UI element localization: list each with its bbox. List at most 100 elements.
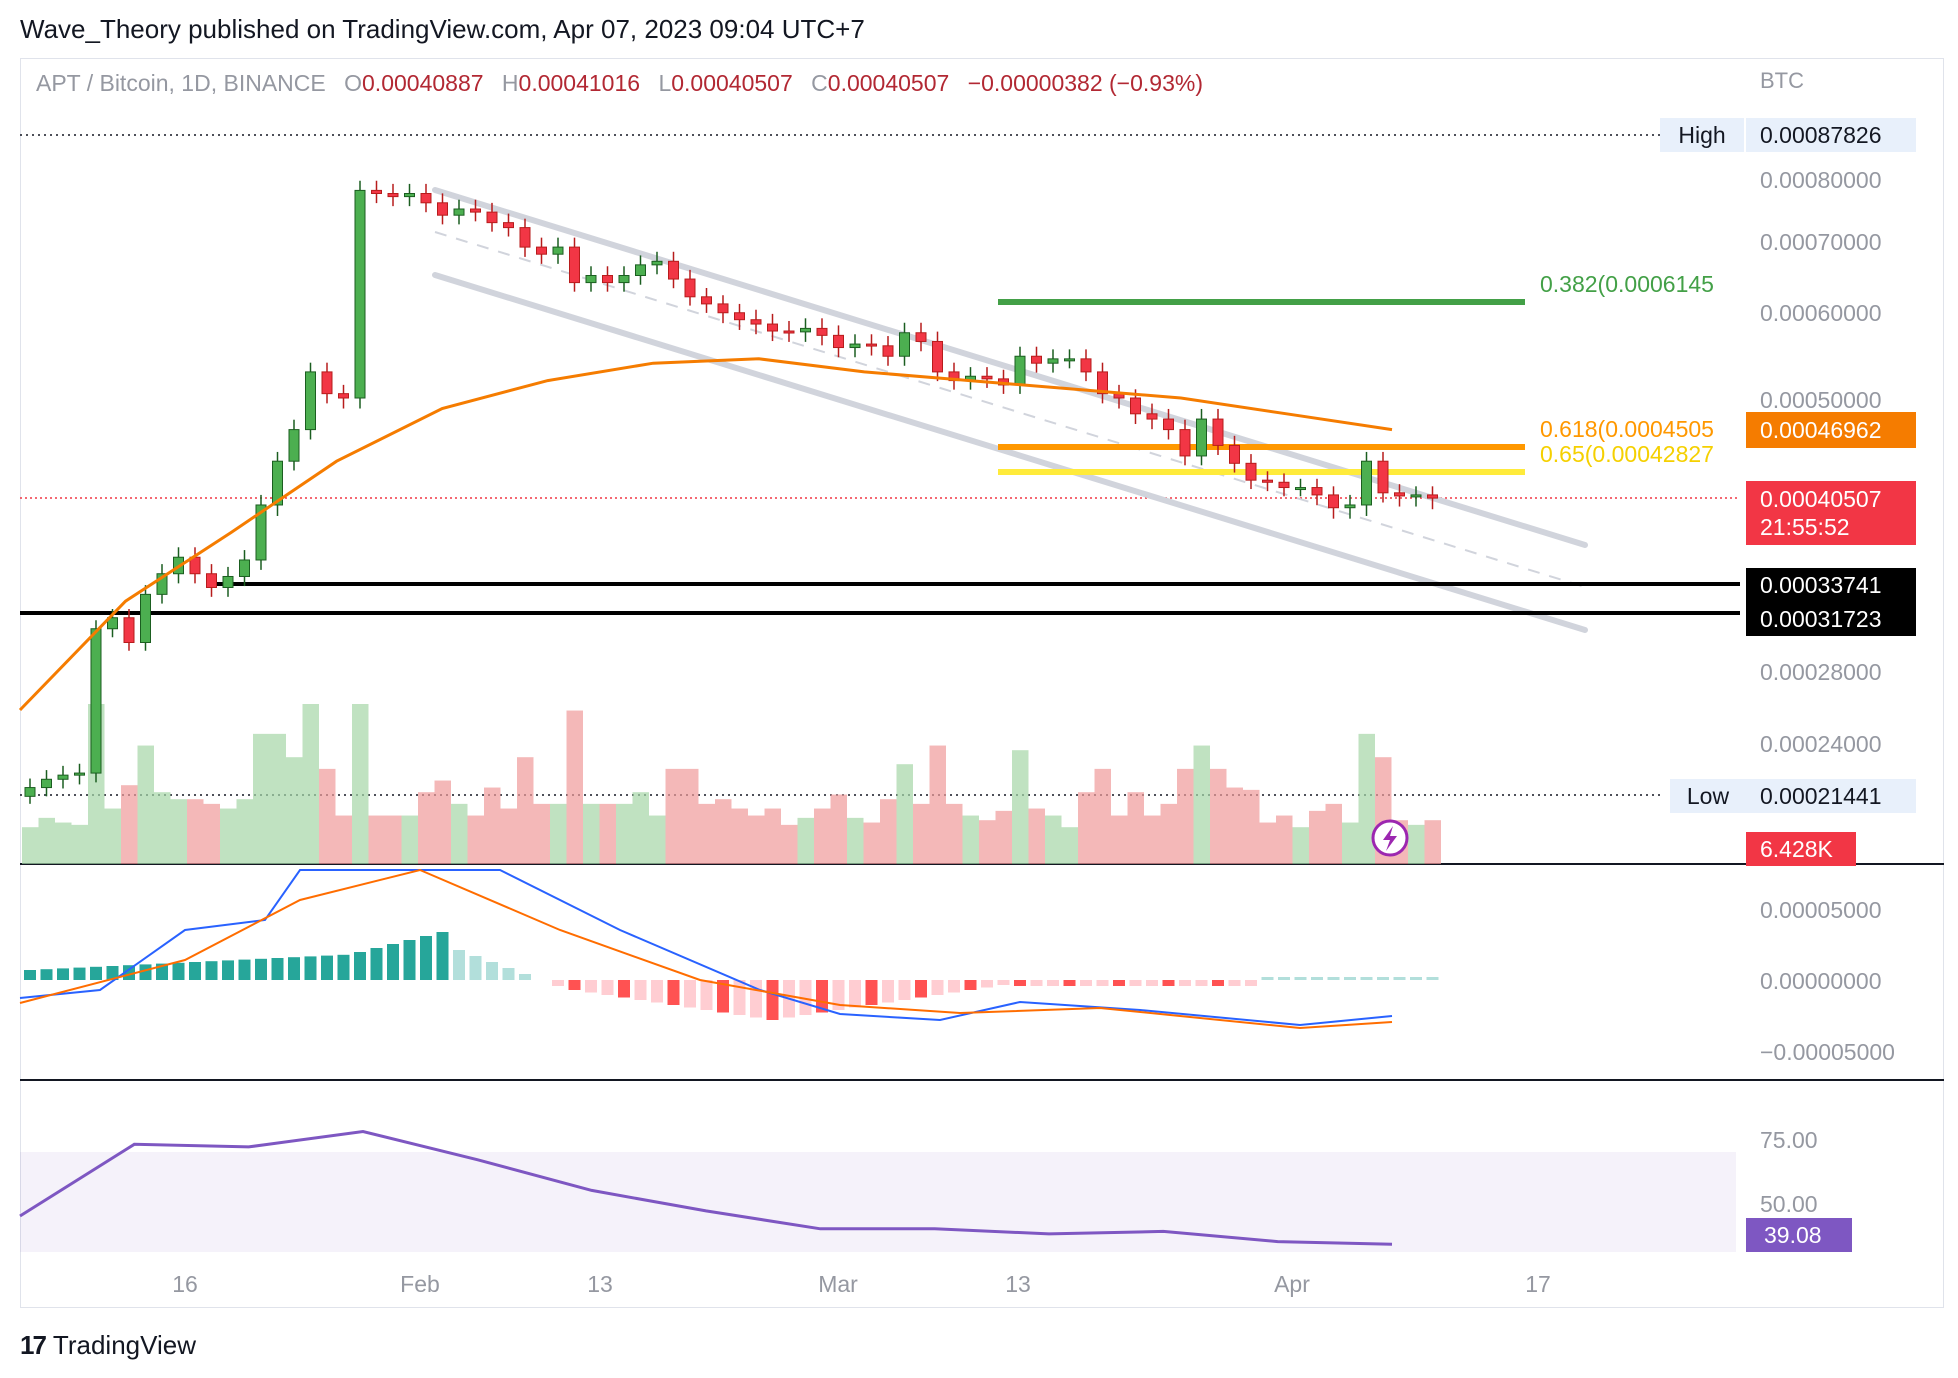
countdown-value: 21:55:52 bbox=[1760, 514, 1850, 540]
low-value: 0.00021441 bbox=[1760, 783, 1882, 809]
low-value: 0.00040507 bbox=[671, 70, 793, 96]
candle-body bbox=[1394, 492, 1405, 497]
macd-bar bbox=[139, 964, 152, 980]
candle-body bbox=[1410, 494, 1422, 498]
candle-body bbox=[74, 772, 85, 776]
volume-bar bbox=[385, 815, 402, 864]
channel-lower[interactable] bbox=[432, 272, 1588, 633]
macd-bar bbox=[1377, 977, 1389, 980]
macd-bar bbox=[898, 980, 911, 1000]
volume-tag-bg bbox=[1746, 832, 1856, 866]
candle-body bbox=[932, 340, 943, 373]
rsi-tick-75: 75.00 bbox=[1760, 1127, 1818, 1153]
macd-bar bbox=[766, 980, 779, 1020]
macd-bar bbox=[189, 962, 201, 980]
change-value: −0.00000382 (−0.93%) bbox=[967, 70, 1203, 96]
footer-brand[interactable]: 17 TradingView bbox=[20, 1330, 196, 1361]
candle-body bbox=[602, 275, 613, 284]
macd-bar bbox=[568, 980, 581, 990]
macd-bar bbox=[1245, 980, 1257, 986]
macd-bar bbox=[1146, 980, 1158, 986]
volume-bar bbox=[418, 792, 435, 864]
volume-bar bbox=[154, 792, 171, 864]
volume-value: 6.428K bbox=[1760, 836, 1834, 862]
macd-bar bbox=[849, 980, 861, 1008]
volume-bar bbox=[500, 808, 517, 864]
volume-bar bbox=[649, 815, 666, 864]
volume-bar bbox=[22, 827, 39, 864]
volume-bar bbox=[1358, 733, 1375, 864]
macd-bar bbox=[469, 956, 482, 980]
candle-body bbox=[272, 460, 283, 506]
candle-body bbox=[453, 208, 465, 216]
footer-brand-text: TradingView bbox=[52, 1330, 196, 1360]
volume-bar bbox=[1012, 750, 1029, 864]
price-tick-60: 0.00060000 bbox=[1760, 300, 1882, 326]
high-tag-label: High bbox=[1678, 122, 1725, 148]
macd-bar bbox=[486, 962, 498, 980]
candle-body bbox=[140, 593, 151, 643]
volume-bar bbox=[1292, 827, 1309, 864]
macd-bar bbox=[24, 970, 36, 980]
candle-body bbox=[1080, 358, 1092, 373]
candle-body bbox=[486, 211, 498, 224]
volume-bar bbox=[302, 704, 319, 864]
time-label-13a: 13 bbox=[587, 1271, 613, 1297]
price-tick-80: 0.00080000 bbox=[1760, 167, 1882, 193]
macd-bar bbox=[585, 980, 597, 993]
macd-bar bbox=[1179, 980, 1191, 986]
candle-body bbox=[866, 343, 877, 347]
macd-bar bbox=[90, 966, 102, 980]
publisher-caption: Wave_Theory published on TradingView.com… bbox=[20, 14, 865, 44]
macd-bar bbox=[1327, 977, 1340, 980]
macd-bar bbox=[1294, 977, 1307, 980]
candle-body bbox=[24, 787, 36, 797]
close-value: 0.00040507 bbox=[827, 70, 950, 96]
low-tag-bg bbox=[1670, 779, 1746, 813]
macd-line bbox=[19, 869, 1393, 1027]
candle-body bbox=[717, 303, 729, 314]
volume-bar bbox=[1226, 787, 1243, 864]
volume-bar bbox=[269, 733, 286, 864]
candle-body bbox=[569, 246, 580, 284]
macd-bar bbox=[634, 980, 647, 1000]
volume-bar bbox=[1342, 822, 1359, 864]
macd-bar bbox=[370, 948, 383, 980]
support2-tag-bg bbox=[1746, 602, 1916, 636]
bolt-icon[interactable] bbox=[1371, 819, 1409, 857]
macd-bar bbox=[1426, 977, 1439, 980]
candle-body bbox=[552, 246, 564, 255]
rsi-band bbox=[20, 1152, 1736, 1252]
candle-body bbox=[255, 504, 267, 561]
candle-body bbox=[354, 189, 366, 399]
tradingview-logo-icon: 17 bbox=[20, 1330, 47, 1360]
time-label-16: 16 bbox=[172, 1271, 198, 1297]
macd-bar bbox=[717, 980, 729, 1013]
volume-bar bbox=[71, 824, 88, 864]
candle-body bbox=[1163, 418, 1174, 431]
low-tag-label: Low bbox=[1687, 783, 1730, 809]
macd-bar bbox=[519, 974, 531, 980]
macd-bar bbox=[601, 980, 614, 995]
macd-bar bbox=[948, 980, 960, 993]
candle-body bbox=[1196, 418, 1207, 457]
candle-body bbox=[338, 393, 349, 399]
volume-bar bbox=[913, 803, 930, 864]
candle-body bbox=[1212, 418, 1224, 446]
macd-bar bbox=[1014, 980, 1026, 986]
high-key: H bbox=[501, 70, 519, 96]
macd-bar bbox=[1096, 980, 1109, 986]
fib-382-label: 0.382(0.0006145 bbox=[1540, 271, 1714, 297]
macd-bar bbox=[222, 960, 234, 980]
fib-618-label: 0.618(0.0004505 bbox=[1540, 416, 1714, 442]
channel-upper[interactable] bbox=[432, 187, 1588, 548]
candle-body bbox=[519, 227, 531, 248]
macd-bar bbox=[931, 980, 944, 995]
candles bbox=[24, 180, 1438, 804]
candle-body bbox=[503, 222, 514, 229]
candle-body bbox=[1146, 413, 1158, 420]
macd-bar bbox=[700, 980, 713, 1010]
macd-bar bbox=[915, 980, 927, 998]
symbol-label[interactable]: APT / Bitcoin, 1D, BINANCE bbox=[36, 70, 326, 96]
